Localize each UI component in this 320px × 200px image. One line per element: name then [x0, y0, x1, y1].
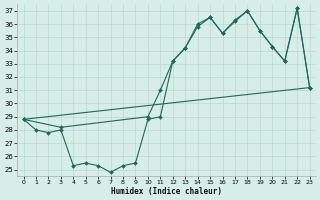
X-axis label: Humidex (Indice chaleur): Humidex (Indice chaleur) — [111, 187, 222, 196]
